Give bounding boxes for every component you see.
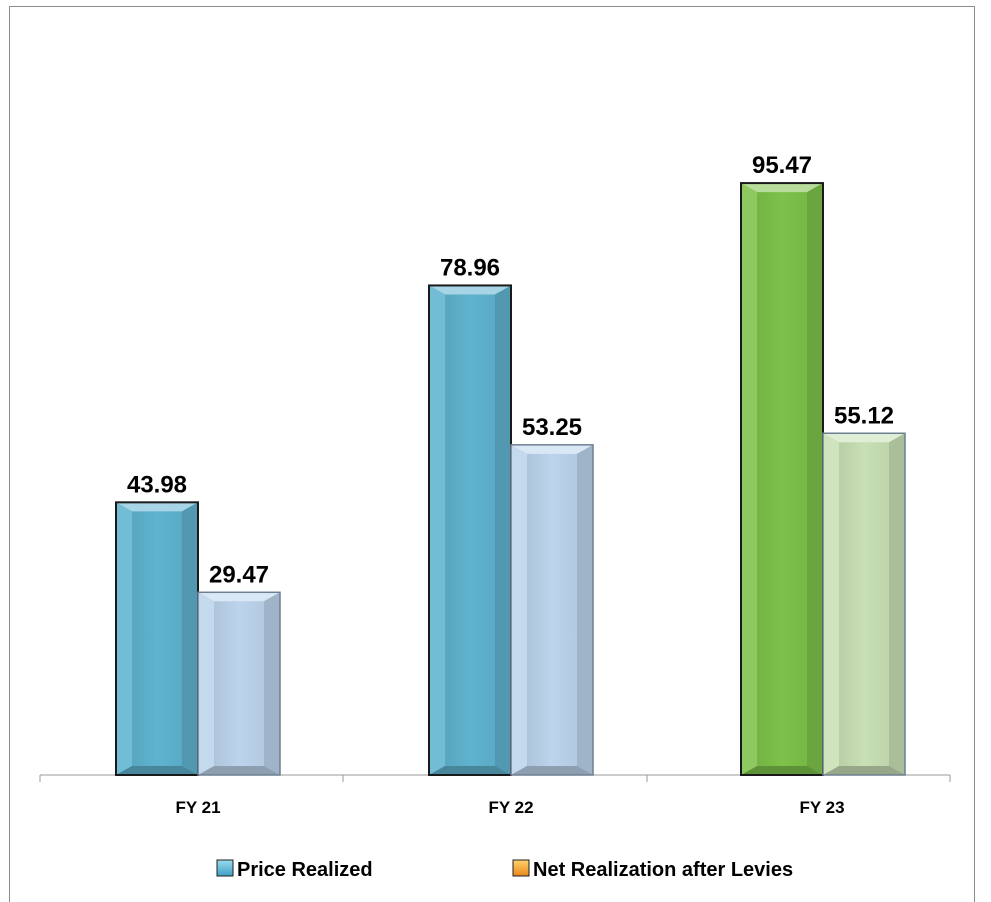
bar-price-realized-fy21: [115, 501, 199, 776]
bar-price-realized-fy22: [428, 284, 512, 776]
bar-net-realization-fy23-bevel-bottom: [823, 766, 905, 775]
category-label-fy22: FY 22: [488, 798, 533, 817]
bar-net-realization-fy22-bevel-top: [511, 444, 593, 454]
value-label-net-realization-fy21: 29.47: [209, 561, 269, 588]
bar-net-realization-fy21-bevel-left: [198, 592, 214, 775]
value-label-net-realization-fy23: 55.12: [834, 402, 894, 429]
bar-net-realization-fy23: [822, 432, 906, 776]
bar-price-realized-fy21-bevel-left: [116, 502, 132, 775]
category-label-fy21: FY 21: [175, 798, 220, 817]
legend-label-price-realized: Price Realized: [237, 859, 373, 881]
legend: Price Realized Net Realization after Lev…: [216, 859, 793, 881]
bar-price-realized-fy22-bevel-left: [429, 285, 445, 775]
bar-net-realization-fy23-bevel-right: [889, 433, 905, 775]
bar-price-realized-fy23: [740, 182, 824, 776]
legend-label-net-realization: Net Realization after Levies: [533, 859, 793, 881]
bar-net-realization-fy22-bevel-right: [577, 444, 593, 775]
category-label-fy23: FY 23: [799, 798, 844, 817]
value-label-price-realized-fy21: 43.98: [127, 471, 187, 498]
bar-price-realized-fy22-bevel-right: [495, 285, 511, 775]
chart-frame: [9, 6, 975, 902]
bar-price-realized-fy23-bevel-bottom: [741, 766, 823, 775]
bar-net-realization-fy21-bevel-right: [264, 592, 280, 775]
bar-price-realized-fy23-bevel-left: [741, 183, 757, 775]
bar-net-realization-fy22-bevel-bottom: [511, 766, 593, 775]
bar-net-realization-fy22-bevel-left: [511, 444, 527, 775]
bar-net-realization-fy21-bevel-top: [198, 592, 280, 602]
bar-net-realization-fy22-outline: [510, 444, 594, 776]
value-label-net-realization-fy22: 53.25: [522, 414, 582, 441]
value-label-price-realized-fy23: 95.47: [752, 152, 812, 179]
bar-price-realized-fy22-bevel-top: [429, 285, 511, 295]
bar-price-realized-fy23-bevel-right: [807, 183, 823, 775]
bar-net-realization-fy23-outline: [822, 432, 906, 776]
bar-price-realized-fy23-bevel-top: [741, 183, 823, 193]
bar-price-realized-fy22-bevel-bottom: [429, 766, 511, 775]
legend-swatch-net-realization: [512, 859, 530, 877]
bar-net-realization-fy23-bevel-top: [823, 433, 905, 443]
legend-swatch-price-realized: [216, 859, 234, 877]
bar-net-realization-fy21: [197, 591, 281, 776]
bar-price-realized-fy21-bevel-top: [116, 502, 198, 512]
value-label-price-realized-fy22: 78.96: [440, 254, 500, 281]
bar-net-realization-fy23-bevel-left: [823, 433, 839, 775]
bar-net-realization-fy21-outline: [197, 591, 281, 776]
bar-net-realization-fy22: [510, 444, 594, 776]
bar-price-realized-fy21-bevel-right: [182, 502, 198, 775]
bar-price-realized-fy21-bevel-bottom: [116, 766, 198, 775]
bars-layer: 43.98 29.47 78.96 53.25 95.47 55.12: [115, 152, 906, 776]
bar-net-realization-fy21-bevel-bottom: [198, 766, 280, 775]
